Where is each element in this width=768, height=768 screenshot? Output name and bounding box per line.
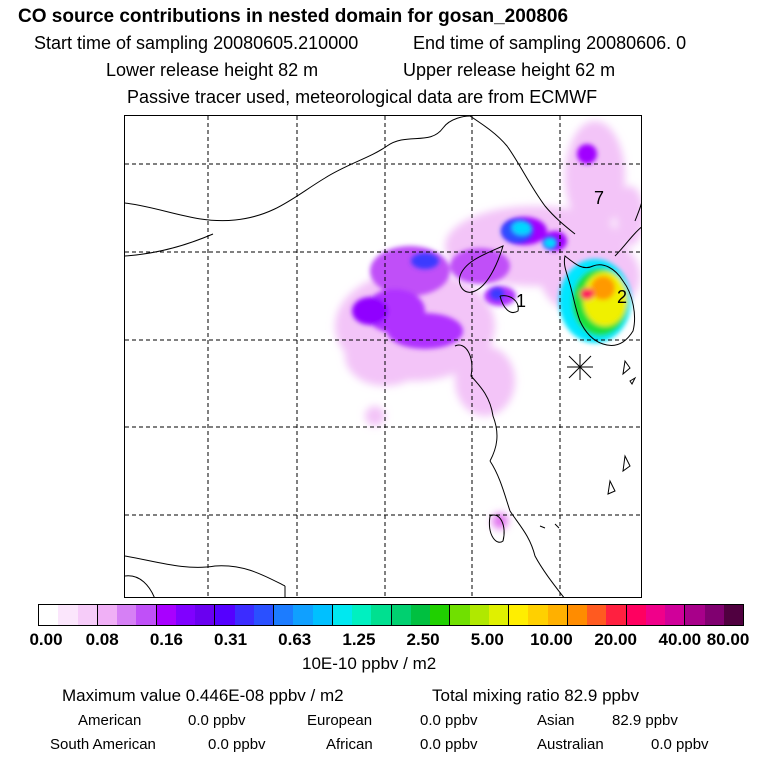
map-label-7: 7: [594, 188, 604, 208]
colorbar-swatch: [332, 605, 352, 625]
colorbar-swatch: [97, 605, 117, 625]
colorbar-tick-label: 1.25: [342, 630, 376, 649]
colorbar-swatch: [293, 605, 313, 625]
map-label-1: 1: [516, 291, 526, 311]
map-canvas: 7 2 1: [125, 116, 641, 597]
colorbar-swatch: [626, 605, 646, 625]
colorbar-swatch: [352, 605, 372, 625]
colorbar-tick-label: 20.00: [594, 630, 637, 649]
colorbar: [38, 604, 744, 626]
colorbar-swatch: [234, 605, 254, 625]
colorbar-swatch: [58, 605, 78, 625]
start-time-label: Start time of sampling 20080605.210000: [34, 33, 359, 53]
colorbar-tick-label: 0.16: [149, 630, 183, 649]
south-american-value: 0.0 ppbv: [208, 736, 266, 753]
colorbar-tick-label: 40.00: [658, 630, 702, 649]
colorbar-swatch: [136, 605, 157, 625]
plume-hotspot: [559, 259, 631, 343]
american-label: American: [78, 712, 142, 729]
colorbar-unit: 10E-10 ppbv / m2: [302, 654, 437, 673]
colorbar-swatch: [587, 605, 607, 625]
european-value: 0.0 ppbv: [420, 712, 478, 729]
colorbar-swatch: [645, 605, 665, 625]
end-time-label: End time of sampling 20080606. 0: [413, 33, 687, 53]
australian-label: Australian: [537, 736, 604, 753]
colorbar-swatch: [195, 605, 216, 625]
colorbar-swatch: [371, 605, 392, 625]
receptor-marker: [567, 354, 593, 380]
colorbar-swatch: [450, 605, 470, 625]
colorbar-tick-label: 0.00: [29, 630, 63, 649]
asian-value: 82.9 ppbv: [612, 712, 678, 729]
map-panel: 7 2 1: [124, 115, 642, 598]
max-value-label: Maximum value 0.446E-08 ppbv / m2: [62, 686, 344, 705]
upper-release-label: Upper release height 62 m: [403, 60, 616, 80]
colorbar-tick-label: 2.50: [406, 630, 440, 649]
colorbar-swatch: [117, 605, 137, 625]
colorbar-tick-label: 10.00: [530, 630, 573, 649]
african-value: 0.0 ppbv: [420, 736, 478, 753]
map-grid: [125, 116, 641, 597]
colorbar-tick-label: 0.63: [278, 630, 312, 649]
australian-value: 0.0 ppbv: [651, 736, 709, 753]
plot-title: CO source contributions in nested domain…: [18, 6, 569, 27]
colorbar-tick-label: 0.31: [213, 630, 248, 649]
european-label: European: [307, 712, 373, 729]
colorbar-swatch: [430, 605, 451, 625]
colorbar-swatch: [39, 605, 59, 625]
colorbar-swatch: [528, 605, 548, 625]
colorbar-swatch: [469, 605, 489, 625]
lower-release-label: Lower release height 82 m: [106, 60, 319, 80]
plume-blue: [411, 219, 557, 300]
colorbar-swatch: [274, 605, 294, 625]
colorbar-swatch: [665, 605, 686, 625]
asian-label: Asian: [537, 712, 575, 729]
colorbar-swatch: [547, 605, 568, 625]
colorbar-swatch: [723, 605, 743, 625]
colorbar-swatch: [509, 605, 529, 625]
colorbar-swatch: [704, 605, 724, 625]
colorbar-swatch: [77, 605, 98, 625]
colorbar-swatch: [253, 605, 274, 625]
south-american-label: South American: [50, 736, 156, 753]
african-label: African: [326, 736, 373, 753]
colorbar-swatch: [215, 605, 235, 625]
map-label-2: 2: [617, 287, 627, 307]
colorbar-swatch: [156, 605, 176, 625]
coastlines: [125, 116, 641, 597]
colorbar-swatch: [488, 605, 509, 625]
total-mixing-label: Total mixing ratio 82.9 ppbv: [432, 686, 639, 705]
colorbar-swatch: [606, 605, 627, 625]
colorbar-swatch: [312, 605, 333, 625]
colorbar-tick-label: 5.00: [470, 630, 504, 649]
colorbar-swatch: [410, 605, 430, 625]
colorbar-swatch: [567, 605, 587, 625]
colorbar-swatch: [391, 605, 411, 625]
tracer-note: Passive tracer used, meteorological data…: [127, 87, 598, 107]
colorbar-swatch: [685, 605, 705, 625]
colorbar-swatch: [175, 605, 195, 625]
american-value: 0.0 ppbv: [188, 712, 246, 729]
colorbar-tick-label: 0.08: [85, 630, 119, 649]
colorbar-tick-label: 80.00: [706, 630, 750, 649]
